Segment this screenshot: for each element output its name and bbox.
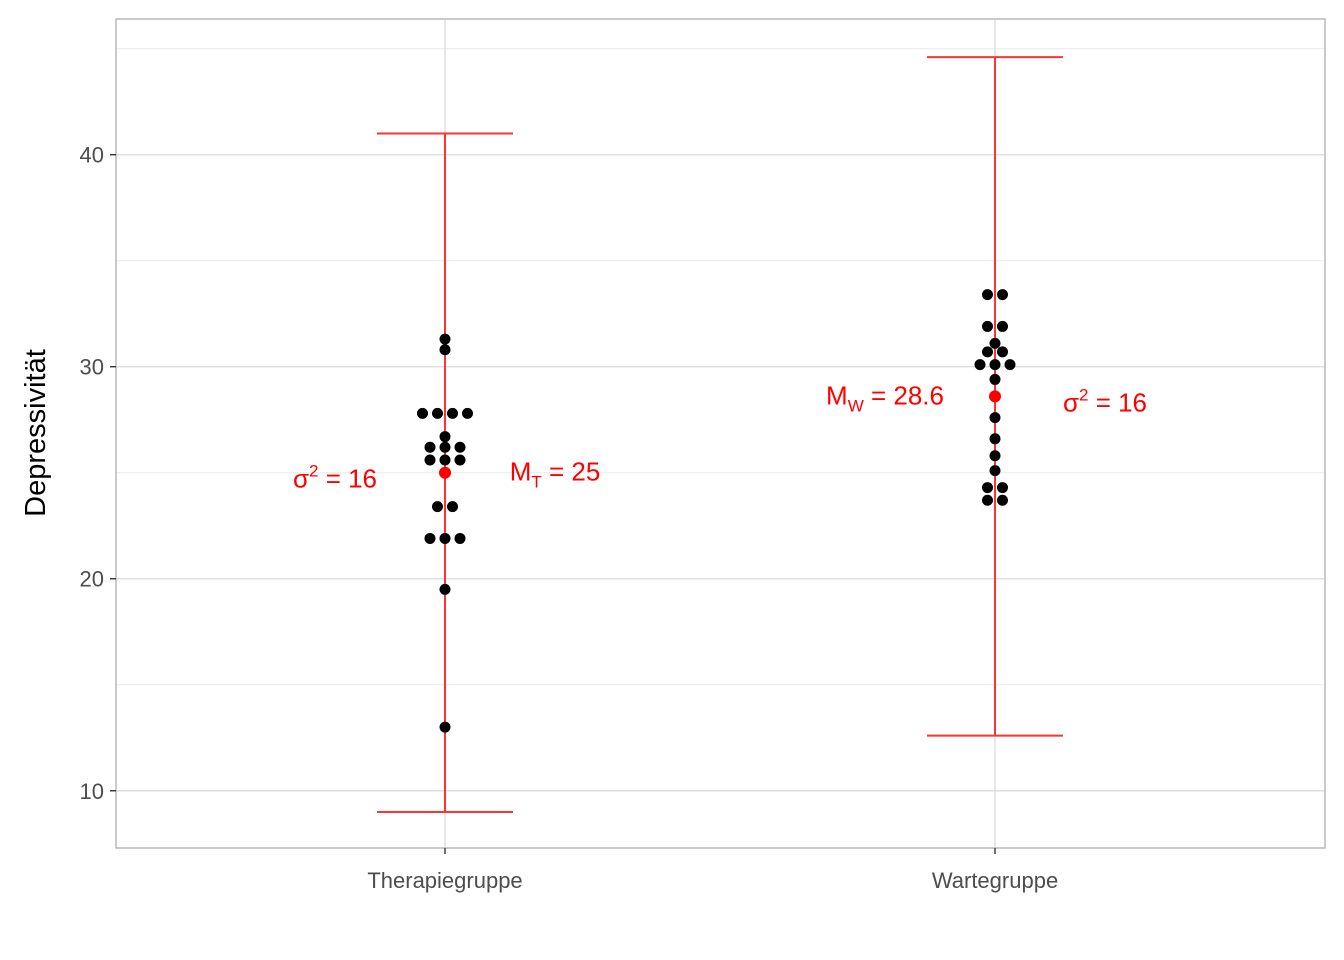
data-point bbox=[982, 494, 993, 506]
data-point bbox=[439, 532, 451, 544]
grid-major bbox=[116, 19, 1325, 848]
data-point bbox=[447, 407, 458, 419]
x-tick-label: Therapiegruppe bbox=[367, 868, 522, 893]
data-point bbox=[997, 494, 1008, 506]
data-point bbox=[1004, 359, 1016, 371]
data-point bbox=[997, 289, 1008, 301]
x-tick-label: Wartegruppe bbox=[932, 868, 1058, 893]
y-tick-label: 40 bbox=[80, 143, 104, 168]
data-point bbox=[439, 721, 451, 733]
data-point bbox=[989, 373, 1001, 385]
data-point bbox=[989, 433, 1001, 445]
data-point bbox=[439, 333, 451, 345]
data-point bbox=[424, 454, 436, 466]
stat-annotations: σ2 = 16 MT = 25 MW = 28.6 σ2 = 16 bbox=[293, 380, 1147, 493]
data-point bbox=[424, 532, 436, 544]
data-point bbox=[997, 320, 1008, 332]
mean-point bbox=[989, 390, 1001, 403]
variance-label-warte: σ2 = 16 bbox=[1063, 385, 1147, 417]
grid-minor bbox=[116, 48, 1325, 686]
data-point bbox=[989, 359, 1001, 371]
data-point bbox=[454, 454, 466, 466]
data-points bbox=[417, 289, 1016, 733]
data-point bbox=[982, 289, 993, 301]
data-point bbox=[974, 359, 986, 371]
data-point bbox=[997, 482, 1008, 494]
data-point bbox=[439, 344, 451, 356]
data-point bbox=[997, 346, 1008, 358]
data-point bbox=[989, 450, 1001, 462]
y-tick-label: 20 bbox=[80, 567, 104, 592]
mean-label-warte: MW = 28.6 bbox=[826, 380, 944, 415]
data-point bbox=[447, 501, 458, 513]
data-point bbox=[439, 454, 451, 466]
variance-label-therapie: σ2 = 16 bbox=[293, 462, 377, 494]
mean-label-therapie: MT = 25 bbox=[510, 457, 601, 492]
data-point bbox=[989, 337, 1001, 349]
data-point bbox=[439, 583, 451, 595]
data-point bbox=[424, 441, 436, 453]
data-point bbox=[982, 346, 993, 358]
data-point bbox=[439, 441, 451, 453]
y-axis-title: Depressivität bbox=[20, 349, 52, 517]
data-point bbox=[989, 412, 1001, 424]
data-point bbox=[432, 501, 443, 513]
data-point bbox=[462, 407, 473, 419]
data-point bbox=[982, 482, 993, 494]
y-axis: 10 20 30 40 bbox=[80, 143, 116, 804]
mean-point bbox=[439, 466, 451, 479]
plot-panel-border bbox=[115, 18, 1326, 849]
data-point bbox=[989, 465, 1001, 477]
data-point bbox=[454, 441, 466, 453]
error-bars bbox=[377, 56, 1063, 813]
data-point bbox=[439, 431, 451, 443]
x-axis: Therapiegruppe Wartegruppe bbox=[367, 848, 1058, 893]
y-tick-label: 30 bbox=[80, 355, 104, 380]
y-tick-label: 10 bbox=[80, 779, 104, 804]
data-point bbox=[454, 532, 466, 544]
data-point bbox=[432, 407, 443, 419]
data-point bbox=[982, 320, 993, 332]
data-point bbox=[417, 407, 428, 419]
